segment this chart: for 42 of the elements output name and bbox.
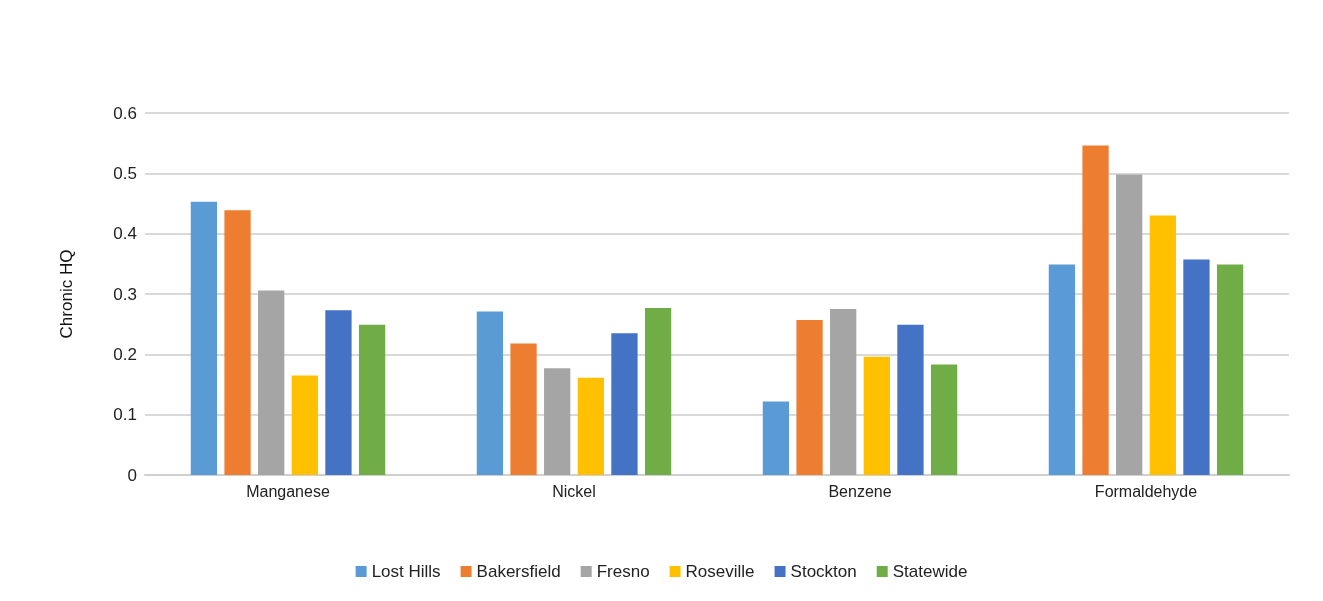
bar (544, 368, 571, 475)
x-tick-label: Nickel (552, 482, 596, 500)
legend-label: Lost Hills (371, 562, 441, 581)
y-tick-label: 0.5 (113, 163, 137, 183)
y-tick-label: 0 (127, 465, 137, 485)
y-tick-label: 0.3 (113, 284, 137, 304)
bar (897, 324, 924, 475)
bar (611, 333, 638, 475)
legend-label: Roseville (685, 562, 755, 581)
legend-label: Stockton (790, 562, 857, 581)
bar (1149, 215, 1176, 475)
x-tick-label: Formaldehyde (1094, 482, 1198, 500)
bar (762, 401, 790, 475)
legend-label: Bakersfield (476, 562, 561, 581)
bar (1082, 145, 1109, 475)
bar (258, 290, 285, 475)
bar (1048, 264, 1076, 475)
bar (190, 201, 218, 475)
bar (1216, 264, 1244, 475)
legend-label: Statewide (892, 562, 968, 581)
y-tick-label: 0.6 (113, 103, 137, 123)
x-tick-label: Benzene (828, 482, 892, 500)
bar (1183, 259, 1210, 475)
bar (476, 311, 504, 475)
bar (325, 310, 352, 475)
legend-label: Fresno (596, 562, 650, 581)
x-tick-label: Manganese (246, 482, 330, 500)
bar (577, 377, 604, 475)
bar (1116, 174, 1143, 475)
bar (291, 375, 318, 475)
bar (796, 319, 823, 475)
bar (644, 307, 672, 475)
y-axis-title: Chronic HQ (57, 249, 76, 339)
bar (224, 210, 251, 475)
bar (863, 356, 890, 475)
y-tick-label: 0.1 (113, 405, 137, 425)
y-tick-label: 0.4 (113, 224, 137, 244)
bar (510, 343, 537, 475)
y-tick-label: 0.2 (113, 344, 137, 364)
bar (930, 364, 958, 475)
bar (830, 309, 857, 475)
bar (358, 324, 386, 475)
